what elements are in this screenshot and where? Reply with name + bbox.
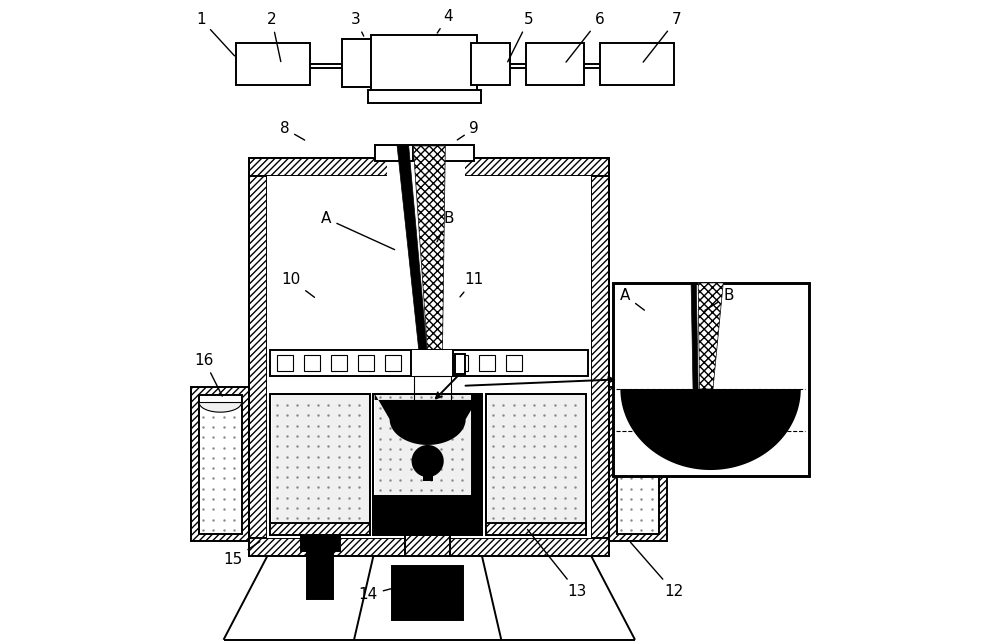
Polygon shape — [397, 146, 429, 376]
Bar — [368, 90, 481, 103]
Bar — [387, 157, 465, 176]
Bar — [249, 538, 609, 556]
Bar — [472, 394, 482, 496]
Bar — [486, 523, 586, 535]
Bar — [358, 355, 374, 371]
Bar — [270, 394, 370, 535]
Text: 6: 6 — [566, 12, 605, 62]
Polygon shape — [412, 445, 444, 477]
Bar — [199, 395, 242, 534]
Bar — [479, 355, 495, 371]
Bar — [373, 394, 482, 535]
Text: 15: 15 — [224, 541, 260, 567]
Bar — [191, 387, 249, 541]
Bar — [267, 176, 591, 538]
Bar — [270, 523, 370, 535]
Bar — [471, 43, 510, 85]
Bar — [609, 387, 667, 541]
Bar — [455, 354, 465, 374]
Bar — [600, 43, 674, 85]
Text: B: B — [705, 288, 734, 311]
Bar — [270, 350, 588, 376]
Text: 5: 5 — [508, 12, 534, 62]
Bar — [486, 394, 586, 535]
Text: A: A — [620, 288, 644, 310]
Bar — [375, 395, 481, 496]
Bar — [342, 39, 391, 87]
Text: B: B — [437, 211, 454, 242]
Text: 2: 2 — [267, 12, 281, 62]
Text: 8: 8 — [280, 121, 305, 140]
Text: A: A — [321, 211, 395, 249]
Bar — [452, 355, 468, 371]
Bar — [304, 355, 320, 371]
Text: 10: 10 — [281, 272, 315, 297]
Bar — [249, 158, 609, 556]
Text: 14: 14 — [359, 579, 427, 602]
Polygon shape — [616, 389, 805, 470]
Text: 9: 9 — [457, 121, 479, 140]
Bar — [486, 394, 586, 535]
Bar — [277, 355, 293, 371]
Bar — [591, 158, 609, 556]
Bar — [270, 394, 370, 535]
Bar — [411, 350, 453, 376]
Text: 12: 12 — [630, 542, 683, 599]
Polygon shape — [199, 403, 242, 412]
Polygon shape — [698, 283, 723, 389]
Bar — [272, 395, 369, 534]
Polygon shape — [413, 146, 445, 376]
Bar — [301, 535, 340, 551]
Text: 4: 4 — [437, 8, 453, 33]
Text: 7: 7 — [643, 12, 682, 62]
Bar — [371, 35, 477, 93]
Polygon shape — [691, 283, 698, 389]
Text: 13: 13 — [527, 529, 587, 599]
Polygon shape — [423, 471, 433, 481]
Text: 16: 16 — [195, 352, 222, 396]
Bar — [249, 158, 609, 176]
Bar — [331, 355, 347, 371]
Bar — [526, 43, 584, 85]
Bar — [385, 355, 401, 371]
Bar — [236, 43, 310, 85]
Bar — [617, 395, 659, 534]
Polygon shape — [617, 403, 659, 412]
Bar — [405, 535, 450, 556]
Bar — [249, 158, 267, 556]
Text: 1: 1 — [196, 12, 234, 56]
Bar — [392, 566, 463, 620]
Bar — [375, 145, 474, 161]
Bar — [373, 496, 482, 535]
Bar — [506, 355, 522, 371]
Text: 3: 3 — [350, 12, 364, 36]
Bar — [373, 394, 482, 496]
Bar — [613, 283, 809, 476]
Bar — [307, 535, 333, 599]
Polygon shape — [375, 394, 481, 445]
Text: 11: 11 — [460, 272, 484, 297]
Bar — [488, 395, 585, 534]
Bar — [414, 376, 451, 402]
